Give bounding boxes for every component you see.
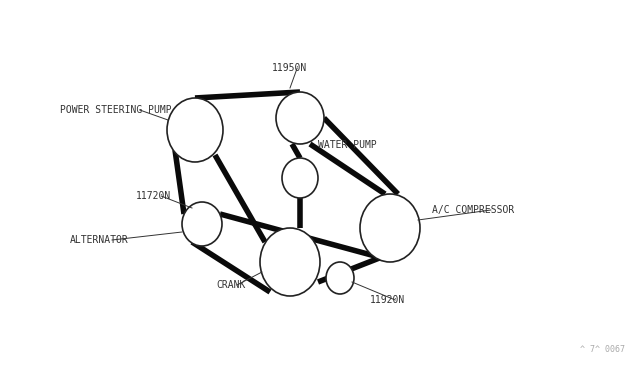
Ellipse shape bbox=[326, 262, 354, 294]
Ellipse shape bbox=[360, 194, 420, 262]
Text: WATER PUMP: WATER PUMP bbox=[318, 140, 377, 150]
Text: ^ 7^ 0067: ^ 7^ 0067 bbox=[580, 345, 625, 354]
Ellipse shape bbox=[260, 228, 320, 296]
Text: 11720N: 11720N bbox=[136, 191, 172, 201]
Text: A/C COMPRESSOR: A/C COMPRESSOR bbox=[432, 205, 515, 215]
Ellipse shape bbox=[182, 202, 222, 246]
Text: 11920N: 11920N bbox=[370, 295, 405, 305]
Text: POWER STEERING PUMP: POWER STEERING PUMP bbox=[60, 105, 172, 115]
Ellipse shape bbox=[167, 98, 223, 162]
Text: ALTERNATOR: ALTERNATOR bbox=[70, 235, 129, 245]
Text: 11950N: 11950N bbox=[272, 63, 307, 73]
Ellipse shape bbox=[282, 158, 318, 198]
Ellipse shape bbox=[276, 92, 324, 144]
Text: CRANK: CRANK bbox=[216, 280, 245, 290]
